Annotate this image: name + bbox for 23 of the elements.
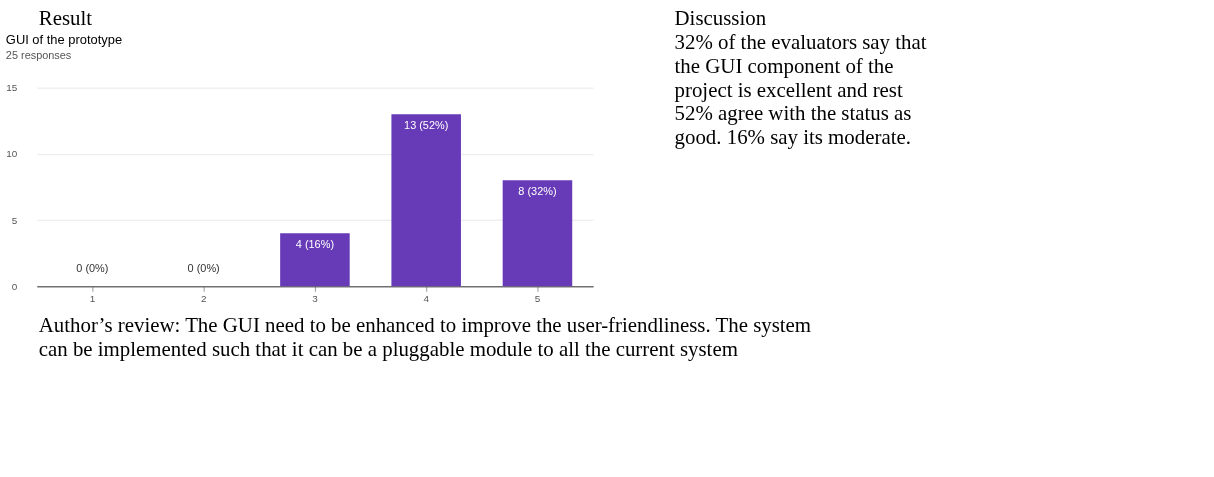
text: Author’s review: The GUI need to be enhanced to improve the user-friendliness. The system can be implemented such that it can be a pluggable module to all the current system <box>38 313 812 361</box>
y-tick-label: 0 <box>11 280 18 292</box>
text: 32% of the evaluators say that the GUI component of the project is excellent and rest 52% agree with the status as good. 16% say its moderate. <box>674 29 927 150</box>
bar <box>502 180 573 287</box>
data-label: 8 (32%) <box>518 185 557 198</box>
x-tick-label: 1 <box>89 292 96 304</box>
data-label: 13 (52%) <box>404 119 449 132</box>
data-label: 4 (16%) <box>295 238 335 251</box>
data-label: 0 (0%) <box>187 262 220 275</box>
bar <box>280 233 350 287</box>
data-label: 0 (0%) <box>76 262 109 275</box>
bar <box>391 114 461 287</box>
chart-title: GUI of the prototype <box>5 31 123 47</box>
y-tick-label: 5 <box>11 214 18 226</box>
y-tick-label: 15 <box>6 82 18 94</box>
x-tick-label: 3 <box>312 292 319 304</box>
x-tick-label: 4 <box>423 292 430 304</box>
x-tick-label: 2 <box>200 292 207 304</box>
chart-subtitle: 25 responses <box>5 48 72 61</box>
y-tick-label: 10 <box>6 148 18 160</box>
x-tick-label: 5 <box>534 292 541 304</box>
text: Result <box>38 6 93 31</box>
text: Discussion <box>674 6 767 31</box>
